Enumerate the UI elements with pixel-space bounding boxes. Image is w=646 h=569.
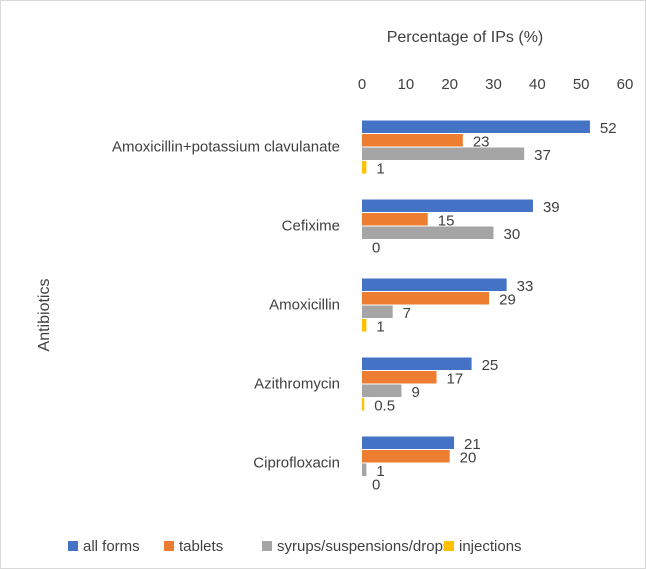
y-tick-label: Azithromycin [254, 375, 340, 392]
data-label: 7 [403, 305, 411, 322]
bar [362, 436, 455, 449]
data-label: 20 [460, 450, 477, 467]
data-label: 21 [464, 436, 481, 453]
legend-label: tablets [179, 538, 223, 555]
data-label: 52 [600, 120, 617, 137]
legend-label: syrups/suspensions/drops [277, 538, 450, 555]
data-label: 9 [411, 384, 419, 401]
x-tick-label: 10 [397, 76, 414, 93]
bar [362, 199, 533, 212]
bar [362, 450, 450, 463]
y-axis-label: Antibiotics [36, 279, 53, 352]
bar [362, 463, 367, 476]
data-label: 1 [376, 319, 384, 336]
data-label: 33 [517, 278, 534, 295]
x-tick-label: 30 [485, 76, 502, 93]
data-label: 25 [482, 357, 499, 374]
bar [362, 120, 590, 133]
bar [362, 147, 525, 160]
data-label: 1 [376, 463, 384, 480]
bar [362, 305, 393, 318]
bar [362, 319, 367, 332]
data-label: 17 [447, 371, 464, 388]
legend-swatch [68, 541, 78, 551]
bar [362, 292, 490, 305]
x-tick-label: 0 [358, 76, 366, 93]
data-label: 30 [504, 226, 521, 243]
y-tick-label: Cefixime [282, 217, 340, 234]
legend-swatch [444, 541, 454, 551]
y-tick-label: Ciprofloxacin [253, 454, 340, 471]
x-tick-label: 20 [441, 76, 458, 93]
bar [362, 398, 365, 411]
y-tick-label: Amoxicillin [269, 296, 340, 313]
data-label: 15 [438, 213, 455, 230]
x-axis-label: Percentage of IPs (%) [387, 29, 544, 46]
data-label: 23 [473, 134, 490, 151]
data-label: 0 [372, 240, 380, 257]
data-label: 29 [499, 292, 516, 309]
bar [362, 278, 507, 291]
x-tick-label: 50 [573, 76, 590, 93]
legend-swatch [164, 541, 174, 551]
data-label: 0.5 [374, 398, 395, 415]
bar [362, 161, 367, 174]
data-label: 37 [534, 147, 551, 164]
bar [362, 213, 428, 226]
bar [362, 134, 463, 147]
x-tick-label: 60 [617, 76, 634, 93]
data-label: 1 [376, 161, 384, 178]
bar [362, 371, 437, 384]
y-tick-label: Amoxicillin+potassium clavulanate [112, 138, 340, 155]
bar [362, 226, 494, 239]
bar [362, 384, 402, 397]
x-tick-label: 40 [529, 76, 546, 93]
bar [362, 357, 472, 370]
legend-label: all forms [83, 538, 140, 555]
data-label: 0 [372, 477, 380, 494]
data-label: 39 [543, 199, 560, 216]
legend-swatch [262, 541, 272, 551]
legend-label: injections [459, 538, 522, 555]
